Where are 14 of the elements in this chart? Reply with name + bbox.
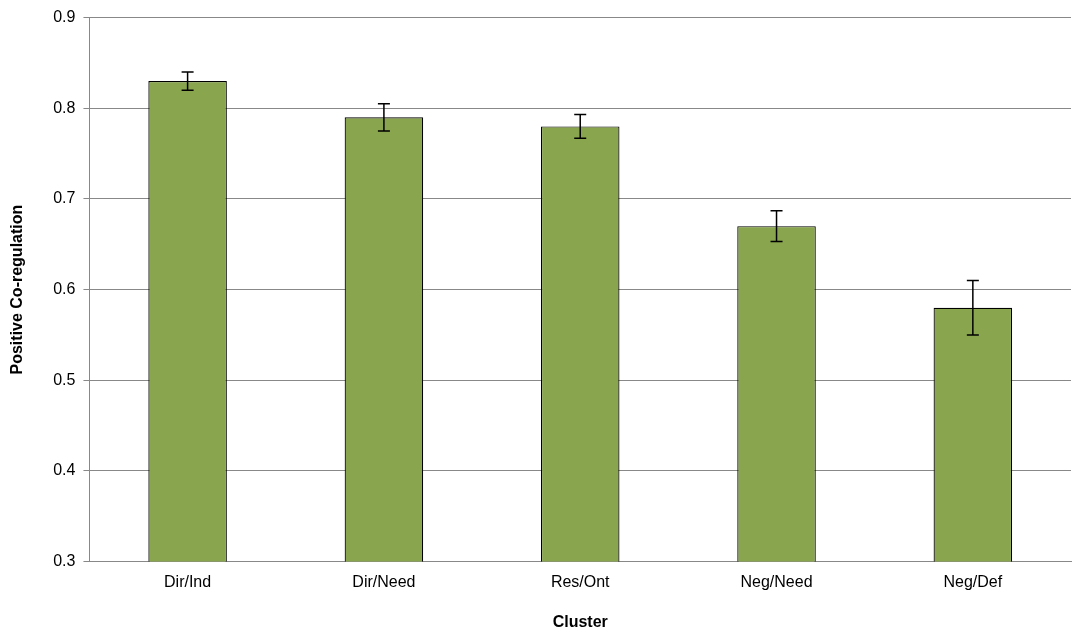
y-tick-label: 0.9 [53, 8, 76, 26]
y-axis-title: Positive Co-regulation [8, 204, 26, 375]
y-tick-label: 0.3 [53, 552, 76, 570]
y-tick-label: 0.6 [53, 280, 76, 298]
x-axis-title: Cluster [552, 612, 608, 630]
y-tick-label: 0.8 [53, 98, 76, 116]
x-tick-label: Neg/Def [943, 572, 1003, 590]
x-tick-label: Res/Ont [550, 572, 611, 590]
y-tick-label: 0.5 [53, 370, 76, 388]
x-tick-label: Dir/Ind [164, 572, 212, 590]
x-tick-label: Neg/Need [740, 572, 813, 590]
x-tick-label: Dir/Need [352, 572, 416, 590]
y-tick-label: 0.7 [53, 189, 76, 207]
y-tick-label: 0.4 [53, 461, 76, 479]
